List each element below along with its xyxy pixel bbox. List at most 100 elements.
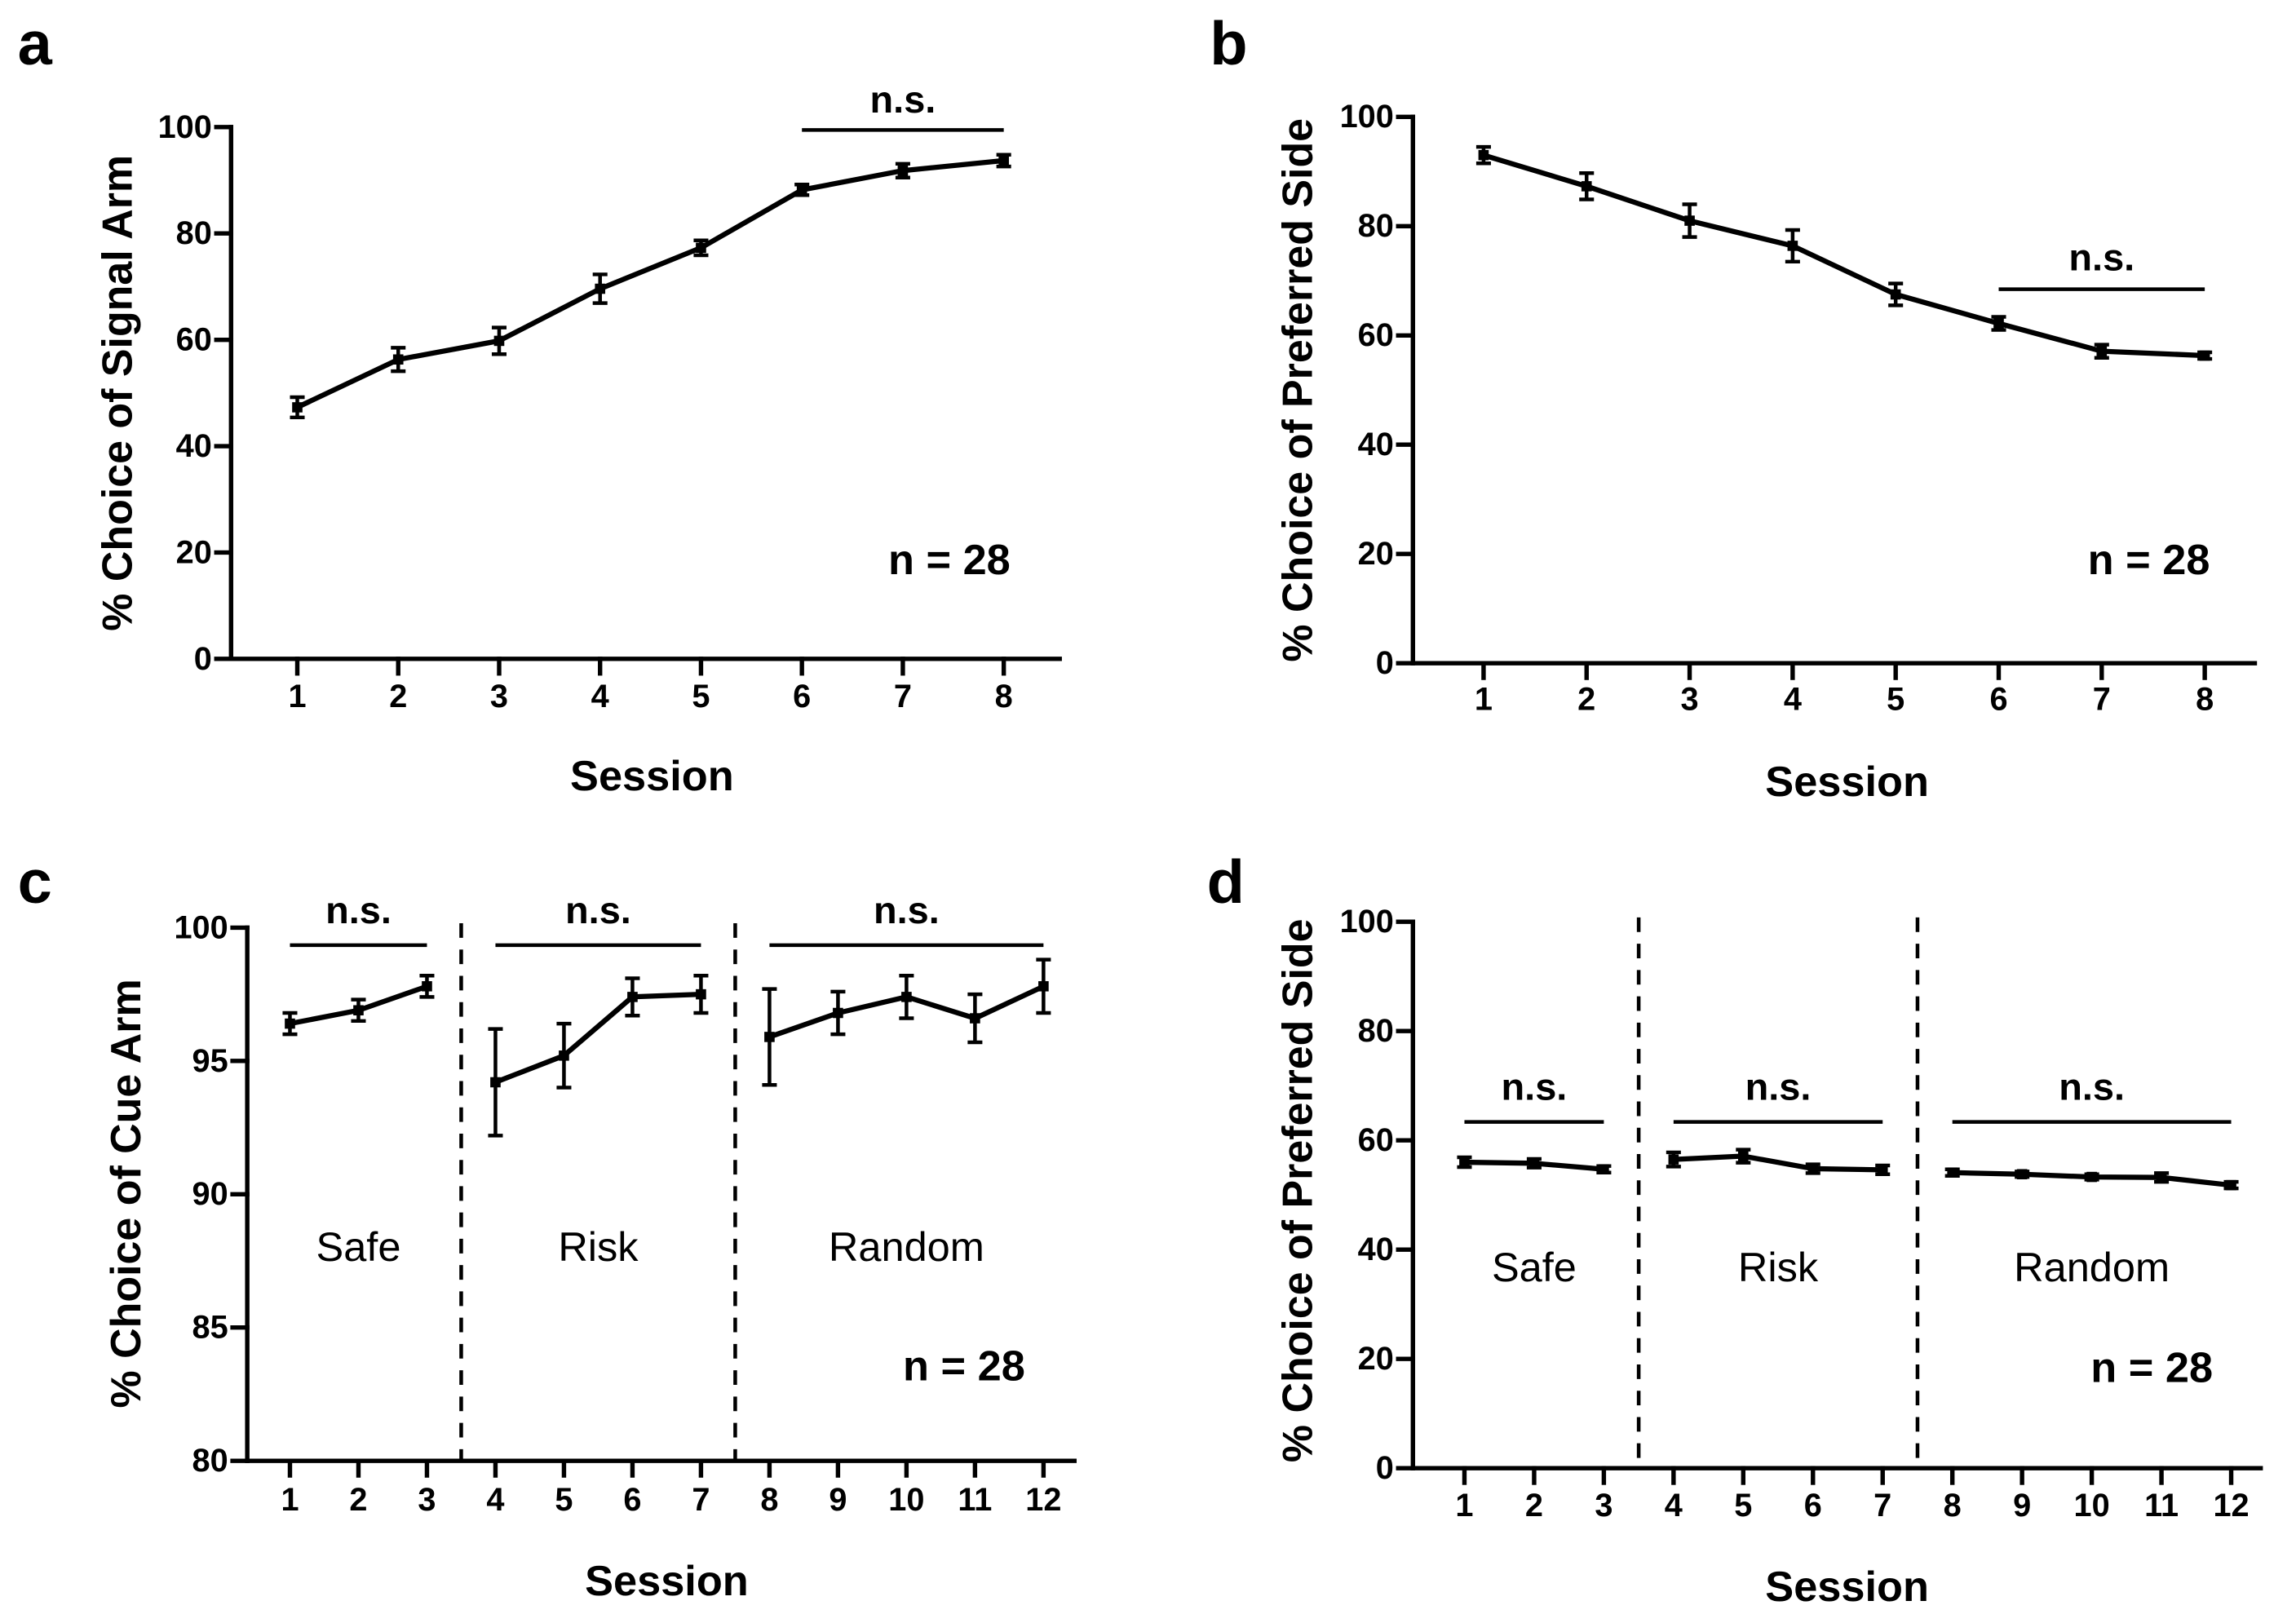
x-tick-label: 3 (1595, 1488, 1613, 1523)
x-tick-label: 7 (1874, 1488, 1891, 1523)
y-tick-label: 100 (1340, 904, 1394, 940)
panel-letter: c (18, 847, 52, 916)
data-point (998, 155, 1009, 166)
data-point (2086, 1171, 2097, 1183)
data-point (1890, 289, 1901, 300)
sample-size-label: n = 28 (2088, 537, 2210, 584)
data-point (595, 283, 606, 294)
y-tick-label: 40 (176, 428, 212, 464)
group-label: Random (2014, 1244, 2170, 1290)
y-axis-label: % Choice of Preferred Side (1274, 118, 1321, 662)
x-tick-label: 5 (1734, 1488, 1752, 1523)
x-tick-label: 4 (1784, 682, 1802, 718)
y-tick-label: 95 (192, 1043, 228, 1079)
x-tick-label: 2 (389, 679, 407, 714)
significance-label: n.s. (870, 78, 936, 121)
x-tick-label: 1 (281, 1482, 299, 1518)
data-point (392, 354, 404, 365)
y-tick-label: 80 (1358, 208, 1394, 244)
y-tick-label: 80 (176, 215, 212, 251)
data-point (833, 1007, 843, 1019)
data-point (1877, 1165, 1888, 1175)
y-tick-label: 0 (1376, 1450, 1394, 1486)
x-tick-label: 4 (486, 1482, 504, 1518)
significance-label: n.s. (874, 889, 940, 931)
data-point (353, 1005, 364, 1016)
x-tick-label: 6 (1989, 682, 2007, 718)
data-point (422, 981, 432, 992)
data-point (1478, 149, 1489, 161)
x-tick-label: 2 (1525, 1488, 1543, 1523)
x-axis-label: Session (570, 753, 734, 800)
group-label: Random (829, 1223, 984, 1270)
y-tick-label: 90 (192, 1176, 228, 1212)
data-point (1668, 1154, 1679, 1165)
x-tick-label: 11 (2144, 1488, 2179, 1523)
data-point (1807, 1163, 1819, 1174)
data-line (1670, 1153, 1886, 1173)
x-tick-label: 10 (888, 1482, 924, 1518)
y-tick-label: 20 (1358, 536, 1394, 572)
group-label: Risk (1738, 1244, 1819, 1290)
data-point (1787, 241, 1798, 251)
x-tick-label: 1 (1455, 1488, 1473, 1523)
significance-label: n.s. (2068, 237, 2135, 279)
y-tick-label: 100 (174, 909, 228, 945)
x-tick-label: 5 (555, 1482, 573, 1518)
y-tick-label: 100 (1340, 99, 1394, 135)
x-tick-label: 4 (1665, 1488, 1683, 1523)
data-point (627, 992, 638, 1002)
data-point (1737, 1151, 1749, 1161)
data-point (285, 1018, 295, 1029)
sample-size-label: n = 28 (2090, 1345, 2213, 1392)
x-tick-label: 1 (288, 679, 306, 714)
x-axis-label: Session (1765, 758, 1929, 806)
y-tick-label: 0 (1376, 645, 1394, 681)
group-label: Risk (558, 1223, 639, 1270)
x-tick-label: 6 (793, 679, 811, 714)
data-line (294, 157, 1006, 410)
x-tick-label: 3 (1681, 682, 1699, 718)
data-point (2016, 1169, 2028, 1179)
significance-label: n.s. (1502, 1066, 1568, 1108)
data-point (901, 992, 912, 1002)
sample-size-label: n = 28 (903, 1343, 1025, 1391)
panel-letter: b (1210, 9, 1247, 77)
x-tick-label: 12 (1025, 1482, 1061, 1518)
x-tick-label: 1 (1475, 682, 1493, 718)
data-line (1480, 153, 2208, 359)
data-point (1947, 1167, 1958, 1178)
data-point (796, 184, 807, 196)
y-tick-label: 100 (158, 109, 212, 145)
y-axis-label: % Choice of Preferred Side (1274, 918, 1321, 1462)
x-tick-label: 6 (623, 1482, 641, 1518)
y-tick-label: 60 (1358, 1122, 1394, 1158)
x-tick-label: 8 (1944, 1488, 1962, 1523)
y-tick-label: 80 (192, 1443, 228, 1479)
y-tick-label: 60 (1358, 317, 1394, 353)
y-tick-label: 40 (1358, 427, 1394, 462)
data-point (490, 1077, 501, 1088)
data-point (1581, 181, 1592, 192)
data-point (1684, 215, 1695, 226)
x-tick-label: 12 (2213, 1488, 2249, 1523)
x-tick-label: 7 (894, 679, 912, 714)
x-tick-label: 9 (2013, 1488, 2031, 1523)
x-tick-label: 5 (1887, 682, 1904, 718)
sample-size-label: n = 28 (888, 537, 1011, 584)
x-tick-label: 3 (418, 1482, 436, 1518)
x-tick-label: 9 (829, 1482, 847, 1518)
data-point (897, 166, 909, 176)
y-axis-label: % Choice of Cue Arm (103, 979, 150, 1408)
significance-label: n.s. (325, 889, 392, 931)
group-label: Safe (316, 1223, 401, 1270)
significance-label: n.s. (565, 889, 631, 931)
y-tick-label: 85 (192, 1310, 228, 1346)
x-axis-label: Session (585, 1558, 749, 1605)
x-tick-label: 8 (760, 1482, 778, 1518)
data-point (1993, 318, 2004, 329)
